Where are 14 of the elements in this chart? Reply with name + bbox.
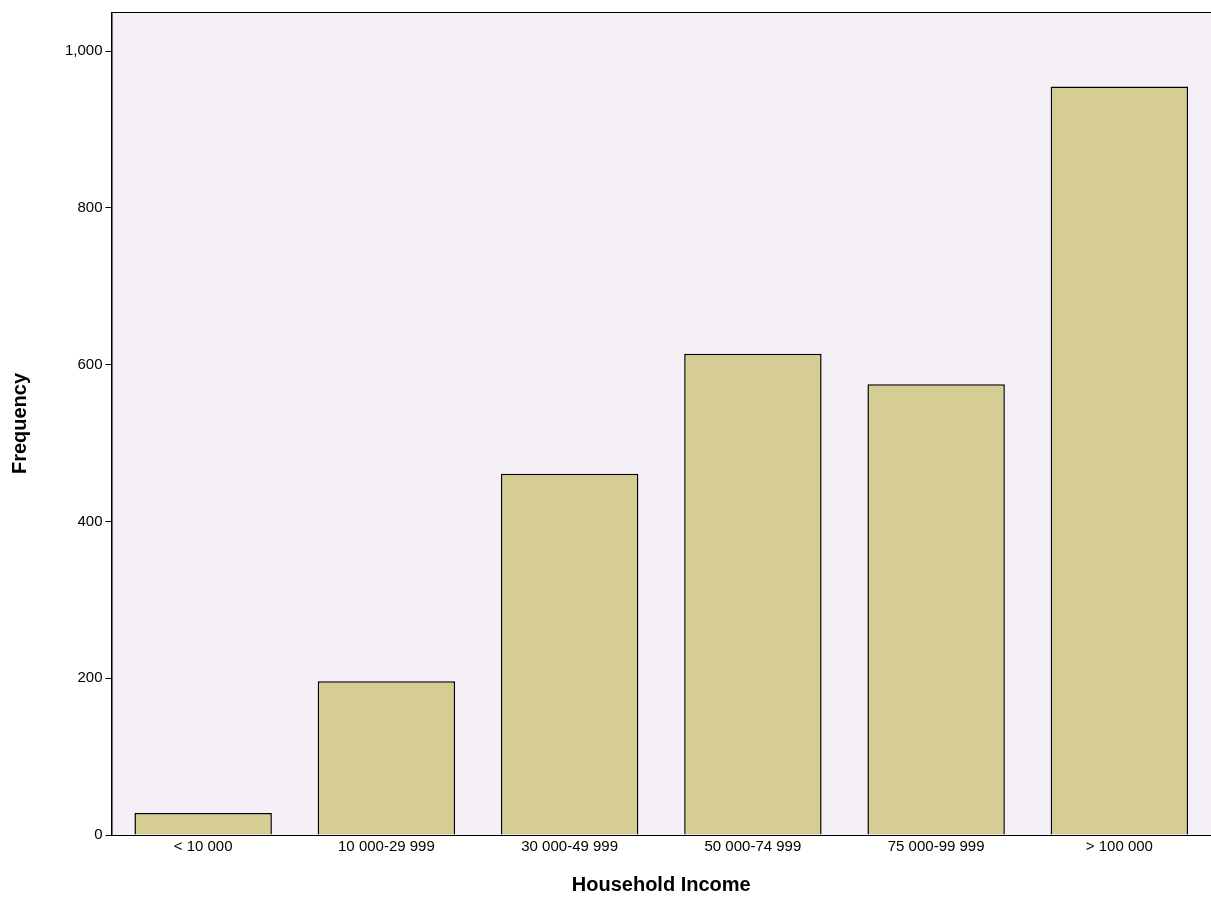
x-tick-label: > 100 000 — [1085, 837, 1153, 855]
x-tick-label: 10 000-29 999 — [338, 837, 435, 855]
x-tick-label: 50 000-74 999 — [704, 837, 802, 855]
x-tick-label: 30 000-49 999 — [521, 837, 619, 855]
x-axis-title: Household Income — [571, 872, 751, 895]
y-tick-label: 0 — [94, 825, 103, 843]
y-tick-label: 200 — [77, 668, 103, 686]
y-tick-label: 1,000 — [64, 41, 103, 59]
x-tick-label: 75 000-99 999 — [887, 837, 985, 855]
y-tick-label: 800 — [77, 198, 103, 216]
y-axis-title: Frequency — [7, 372, 30, 475]
y-tick-label: 600 — [77, 354, 103, 372]
y-tick-label: 400 — [77, 511, 103, 529]
x-tick-label: < 10 000 — [173, 837, 233, 855]
